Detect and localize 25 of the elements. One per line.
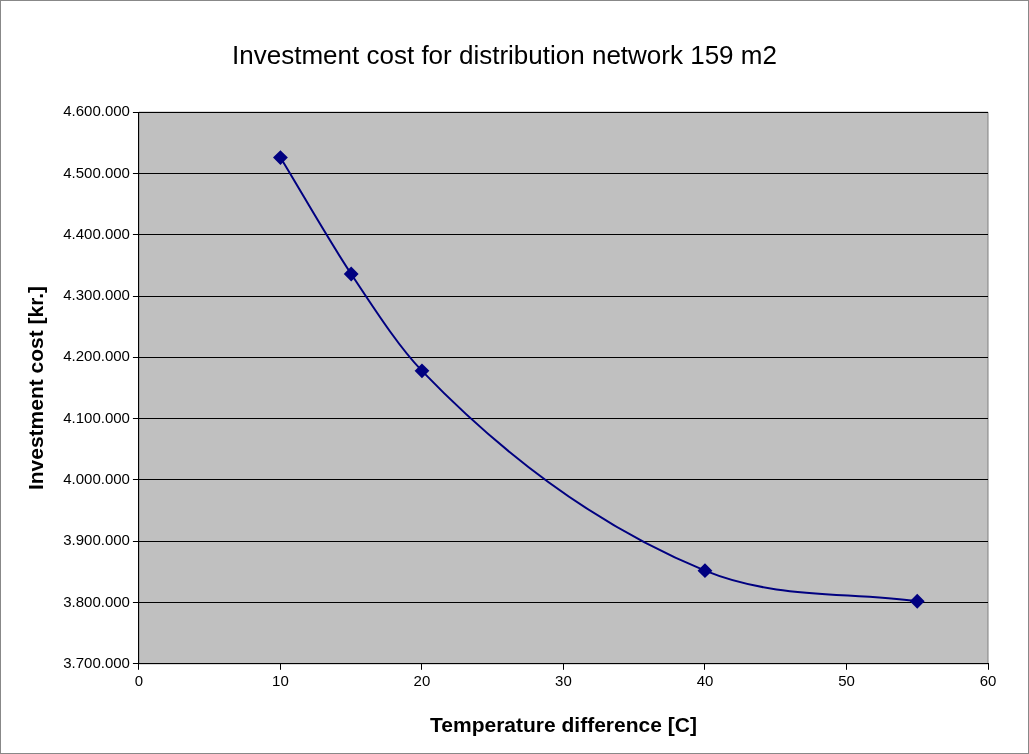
x-tick-label: 10 xyxy=(272,671,289,689)
x-tick-label: 40 xyxy=(696,671,714,689)
x-tick-label: 50 xyxy=(838,671,855,689)
x-axis-title: Temperature difference [C] xyxy=(430,713,697,737)
y-tick-label: 4.600.000 xyxy=(63,102,130,120)
y-tick-label: 4.400.000 xyxy=(63,224,130,242)
y-tick-label: 4.300.000 xyxy=(63,286,130,304)
point xyxy=(273,150,288,165)
x-tick-label: 60 xyxy=(979,671,997,689)
point xyxy=(344,267,359,281)
y-tick-label: 4.000.000 xyxy=(63,470,130,488)
x-tick-label: 20 xyxy=(413,671,431,689)
x-tick-label: 0 xyxy=(134,671,144,689)
x-tick-label: 30 xyxy=(555,671,572,689)
y-tick-label: 4.100.000 xyxy=(63,408,130,426)
chart-title: Investment cost for distribution network 159 m2 xyxy=(232,39,777,70)
y-tick-label: 4.200.000 xyxy=(63,347,130,365)
y-axis-title: Investment cost [kr.] xyxy=(24,285,48,491)
point xyxy=(910,594,925,609)
point xyxy=(414,363,429,378)
y-tick-label: 3.900.000 xyxy=(63,531,130,549)
y-tick-label: 3.800.000 xyxy=(63,592,130,610)
point xyxy=(697,563,712,578)
y-tick-label: 4.500.000 xyxy=(63,163,130,181)
y-tick-label: 3.700.000 xyxy=(63,653,130,671)
